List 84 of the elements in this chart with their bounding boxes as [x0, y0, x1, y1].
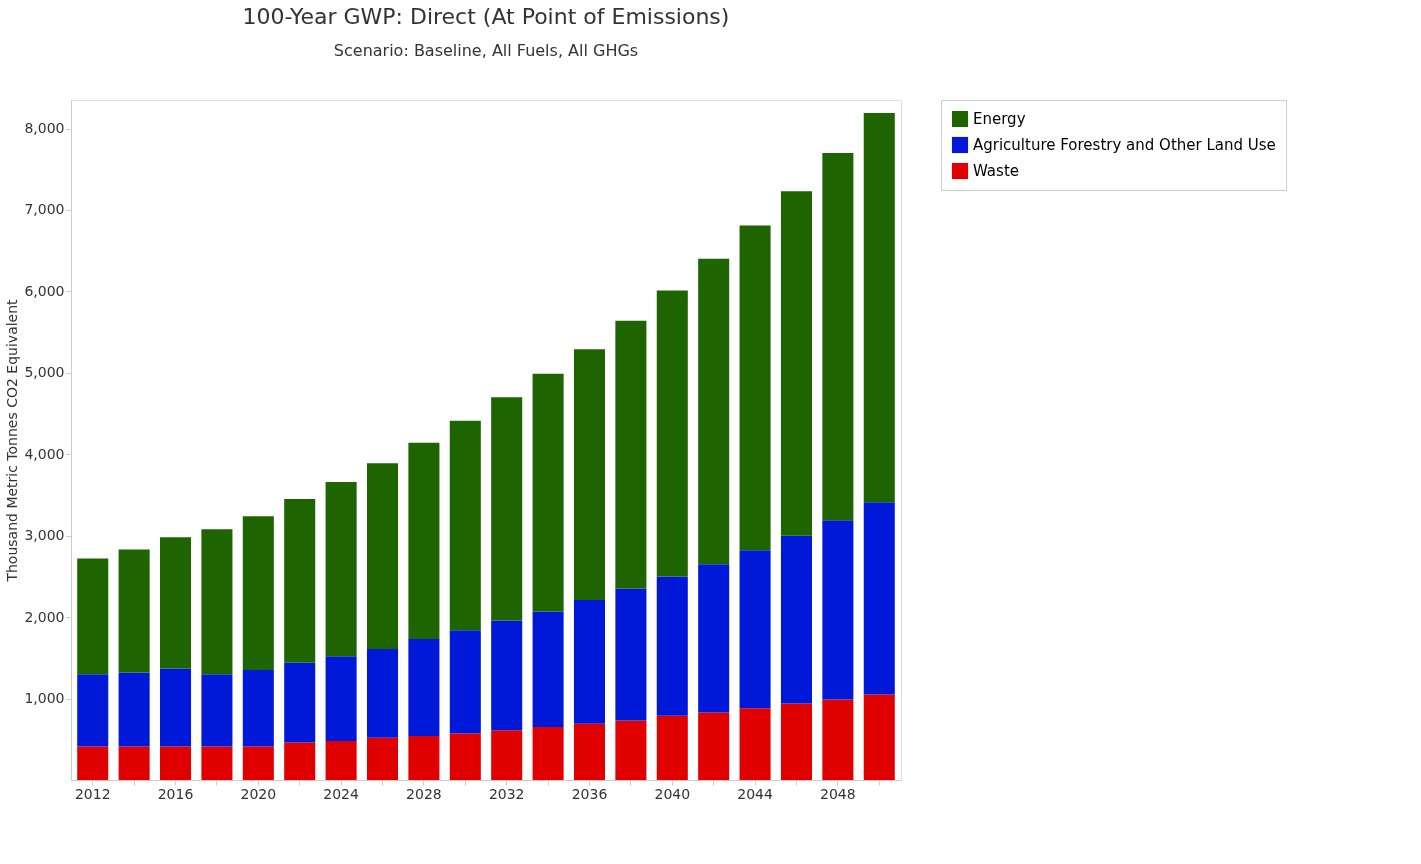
- bar: [325, 481, 357, 657]
- bar: [118, 746, 150, 780]
- chart-title: 100-Year GWP: Direct (At Point of Emissions): [242, 3, 730, 29]
- bar: [698, 712, 730, 780]
- bar: [366, 648, 399, 738]
- bar: [449, 630, 481, 734]
- bar: [863, 113, 895, 503]
- bar: [863, 502, 895, 695]
- y-tick-label: 1,000: [24, 690, 65, 707]
- bar: [366, 463, 399, 649]
- bar: [739, 550, 771, 709]
- bar: [284, 662, 316, 743]
- bar: [532, 611, 564, 728]
- bar: [615, 720, 647, 780]
- bar: [408, 736, 440, 780]
- bar: [408, 442, 440, 640]
- x-tick-label: 2012: [74, 785, 111, 802]
- chart-subtitle: Scenario: Baseline, All Fuels, All GHGs: [333, 40, 639, 60]
- bar: [118, 549, 150, 673]
- bar: [242, 746, 274, 780]
- bar: [573, 349, 606, 601]
- bar: [615, 588, 647, 721]
- legend-label: Waste: [973, 162, 1019, 180]
- x-tick-label: 2044: [737, 785, 773, 802]
- bar: [77, 558, 109, 675]
- bar: [739, 225, 771, 551]
- bar: [160, 746, 192, 780]
- bar: [780, 703, 812, 780]
- bar: [77, 674, 109, 747]
- bar: [201, 746, 233, 780]
- bar: [656, 290, 688, 577]
- y-tick-label: 5,000: [24, 364, 65, 381]
- bar: [201, 674, 233, 747]
- bar: [325, 740, 357, 780]
- bar: [573, 600, 606, 724]
- y-tick-label: 3,000: [24, 527, 65, 544]
- bar: [822, 520, 854, 700]
- bar: [284, 742, 316, 780]
- bar: [242, 516, 274, 671]
- x-tick-label: 2016: [157, 785, 194, 802]
- legend-label: Energy: [973, 110, 1026, 128]
- bar: [201, 529, 233, 675]
- y-tick-label: 7,000: [24, 201, 65, 218]
- bar: [408, 639, 440, 737]
- bar: [698, 564, 730, 713]
- bar: [242, 670, 274, 747]
- bar: [863, 694, 895, 780]
- bar: [698, 258, 730, 565]
- x-tick-label: 2020: [240, 785, 277, 802]
- bar: [739, 708, 771, 780]
- x-tick-label: 2048: [820, 785, 856, 802]
- bar: [491, 620, 523, 731]
- y-tick-label: 4,000: [24, 445, 65, 462]
- bar: [491, 730, 523, 780]
- x-tick-label: 2032: [488, 785, 525, 802]
- bar: [615, 320, 647, 589]
- bar: [77, 746, 109, 780]
- bar: [656, 715, 688, 780]
- bar: [366, 737, 399, 780]
- bar: [491, 397, 523, 621]
- bar: [780, 535, 812, 704]
- bar: [449, 420, 481, 631]
- legend-label: Agriculture Forestry and Other Land Use: [973, 136, 1276, 154]
- bar: [532, 373, 564, 612]
- bar: [160, 668, 192, 747]
- bar: [118, 672, 150, 747]
- y-tick-label: 6,000: [24, 282, 65, 299]
- bar: [532, 727, 564, 780]
- x-tick-label: 2036: [571, 785, 608, 802]
- bar: [160, 537, 192, 669]
- bar: [573, 723, 606, 780]
- bar: [656, 576, 688, 716]
- y-tick-label: 2,000: [24, 608, 65, 625]
- bar: [449, 733, 481, 780]
- y-axis-title: Thousand Metric Tonnes CO2 Equivalent: [4, 298, 21, 583]
- bar: [284, 499, 316, 663]
- y-tick-label: 8,000: [24, 120, 65, 136]
- bar: [780, 191, 812, 536]
- x-tick-label: 2040: [654, 785, 691, 802]
- bar: [822, 699, 854, 780]
- x-tick-label: 2028: [406, 785, 442, 802]
- bar: [822, 152, 854, 521]
- x-tick-label: 2024: [323, 785, 360, 802]
- bar: [325, 656, 357, 741]
